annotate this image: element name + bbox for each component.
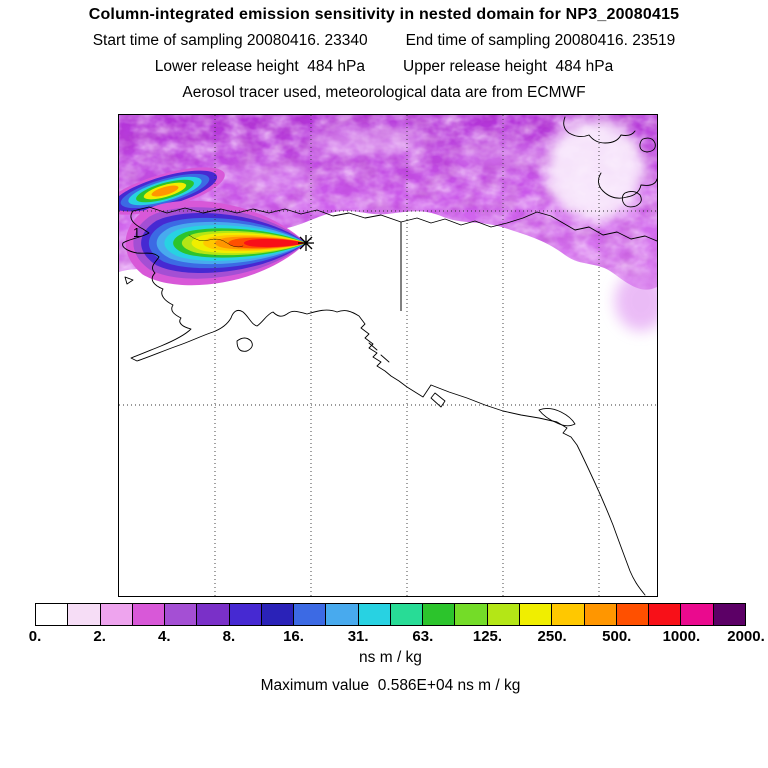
colorbar-segment	[649, 604, 682, 625]
colorbar-segment	[36, 604, 69, 625]
colorbar-tick-label: 250.	[537, 628, 567, 645]
colorbar-segment	[294, 604, 327, 625]
colorbar-unit-label: ns m / kg	[359, 649, 422, 666]
colorbar-tick-label: 2.	[93, 628, 106, 645]
start-time-text: Start time of sampling 20080416. 23340	[92, 32, 368, 49]
colorbar-tick-label: 2000.	[727, 628, 765, 645]
colorbar-segment	[519, 604, 553, 625]
colorbar-segment	[455, 604, 488, 625]
colorbar-segment	[616, 604, 650, 625]
map-panel: 1	[118, 114, 658, 597]
colorbar-segment	[713, 604, 745, 625]
colorbar-gradient	[35, 603, 746, 626]
end-time-text: End time of sampling 20080416. 23519	[405, 32, 676, 49]
colorbar-segment	[229, 604, 262, 625]
coastline	[122, 116, 657, 596]
colorbar-tick-label: 63.	[412, 628, 434, 645]
upper-release-text: Upper release height 484 hPa	[403, 58, 614, 75]
plume-main	[125, 200, 306, 286]
colorbar-segment	[552, 604, 585, 625]
release-number-label: 1	[133, 225, 140, 240]
tracer-info-text: Aerosol tracer used, meteorological data…	[182, 84, 586, 101]
colorbar-tick-label: 16.	[283, 628, 304, 645]
colorbar-tick-label: 1000.	[662, 628, 701, 645]
colorbar-segment	[165, 604, 198, 625]
colorbar-segment	[132, 604, 166, 625]
colorbar-tick-label: 0.	[28, 628, 42, 645]
colorbar-tick-label: 4.	[157, 628, 171, 645]
figure-header: Column-integrated emission sensitivity i…	[0, 6, 768, 102]
colorbar-segment	[681, 604, 714, 625]
colorbar-segment	[261, 604, 295, 625]
colorbar-segment	[68, 604, 101, 625]
colorbar-tick-label: 500.	[602, 628, 632, 645]
map-canvas: 1	[119, 115, 657, 596]
plume-upper-lobe	[119, 167, 225, 215]
lower-release-text: Lower release height 484 hPa	[154, 58, 365, 75]
colorbar-tick-label: 31.	[347, 628, 369, 645]
colorbar-ticks: 0. 2. 4. 8. 16. 31. 63. 125. 250. 500. 1…	[29, 628, 765, 648]
colorbar-segment	[197, 604, 230, 625]
colorbar-tick-label: 8.	[222, 628, 236, 645]
colorbar-segment	[487, 604, 520, 625]
colorbar-segment	[423, 604, 456, 625]
sampling-times-row: Start time of sampling 20080416. 23340 E…	[0, 32, 768, 50]
release-marker-icon	[298, 235, 314, 251]
release-heights-row: Lower release height 484 hPa Upper relea…	[0, 58, 768, 76]
colorbar-segment	[390, 604, 424, 625]
colorbar-segment	[358, 604, 391, 625]
figure-title: Column-integrated emission sensitivity i…	[88, 6, 680, 23]
max-value-text: Maximum value 0.586E+04 ns m / kg	[260, 677, 521, 694]
graticule-grid	[119, 115, 657, 596]
colorbar-segment	[326, 604, 359, 625]
colorbar-segment	[584, 604, 617, 625]
colorbar-segment	[100, 604, 133, 625]
colorbar-tick-label: 125.	[472, 628, 503, 645]
colorbar: 0. 2. 4. 8. 16. 31. 63. 125. 250. 500. 1…	[29, 603, 765, 695]
